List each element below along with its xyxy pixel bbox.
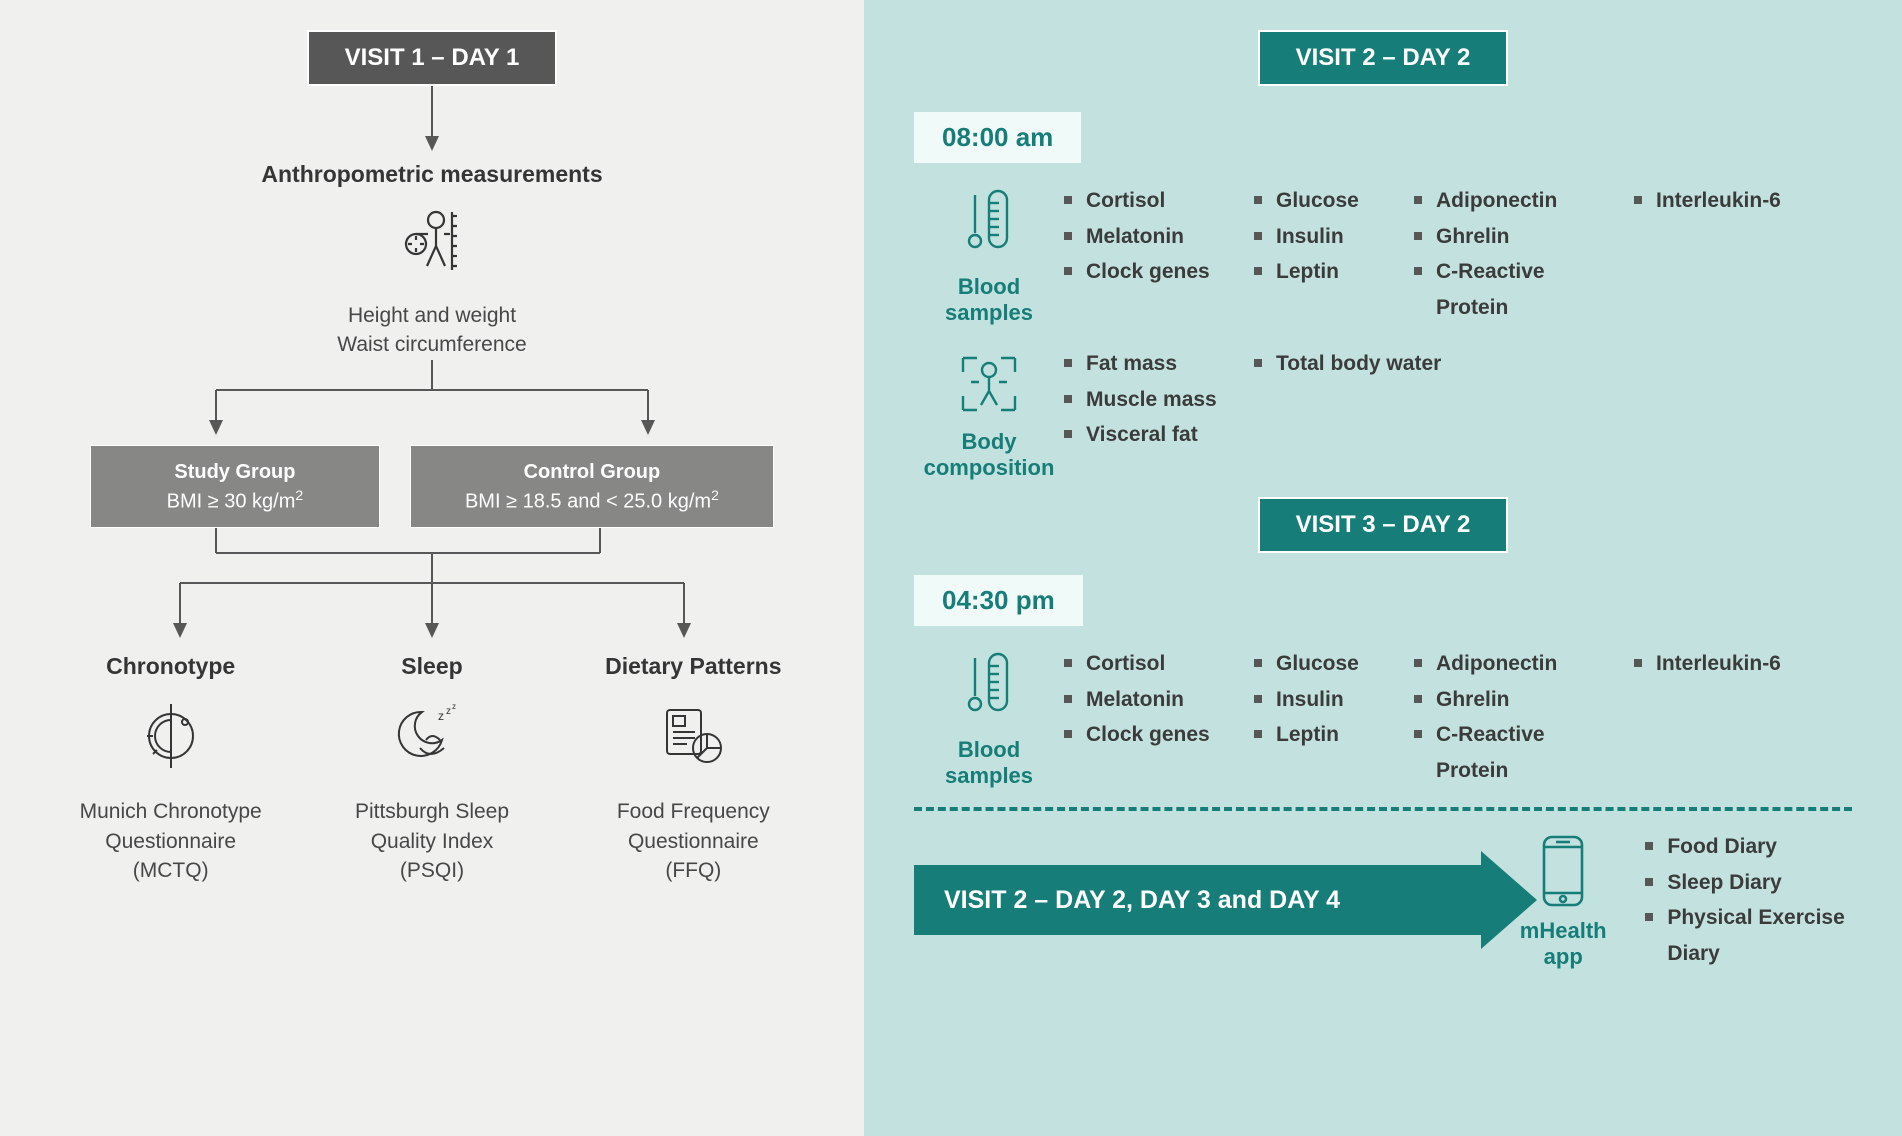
li: Interleukin-6	[1634, 183, 1834, 219]
blood-label-am: Blood samples	[914, 274, 1064, 326]
li: Glucose	[1254, 646, 1414, 682]
cat-chronotype: Chronotype Munich Chronotype Questionnai…	[40, 653, 301, 885]
li: Ghrelin	[1414, 682, 1634, 718]
cat2-l1: Pittsburgh Sleep	[301, 797, 562, 826]
visit1-header: VISIT 1 – DAY 1	[307, 30, 558, 86]
dash-divider	[914, 807, 1852, 811]
cat3-title: Dietary Patterns	[563, 653, 824, 680]
cat1-l3: (MCTQ)	[40, 856, 301, 885]
anthro-title: Anthropometric measurements	[40, 161, 824, 188]
blood-am-col2: Glucose Insulin Leptin	[1254, 183, 1414, 290]
visit2-header: VISIT 2 – DAY 2	[1258, 30, 1509, 86]
blood-pm-col1: Cortisol Melatonin Clock genes	[1064, 646, 1254, 753]
anthro-line1: Height and weight	[40, 301, 824, 330]
phone-icon	[1536, 831, 1590, 911]
li: Adiponectin	[1414, 646, 1634, 682]
categories-row: Chronotype Munich Chronotype Questionnai…	[40, 653, 824, 885]
cat3-l3: (FFQ)	[563, 856, 824, 885]
svg-text:z: z	[446, 706, 451, 717]
control-group-sub: BMI ≥ 18.5 and < 25.0 kg/m2	[431, 486, 753, 516]
bottom-row: VISIT 2 – DAY 2, DAY 3 and DAY 4 mHealth…	[914, 829, 1852, 972]
blood-pm-col3: Adiponectin Ghrelin C-ReactiveProtein	[1414, 646, 1634, 789]
blood-label-pm: Blood samples	[914, 737, 1064, 789]
arrow-merge-split3	[40, 528, 824, 648]
li: Insulin	[1254, 682, 1414, 718]
svg-text:z: z	[452, 702, 456, 711]
li: Visceral fat	[1064, 417, 1254, 453]
control-group-box: Control Group BMI ≥ 18.5 and < 25.0 kg/m…	[410, 445, 774, 529]
li: Cortisol	[1064, 646, 1254, 682]
study-group-box: Study Group BMI ≥ 30 kg/m2	[90, 445, 380, 529]
body-comp-row: Body composition Fat mass Muscle mass Vi…	[914, 346, 1852, 481]
cat3-l1: Food Frequency	[563, 797, 824, 826]
li: Sleep Diary	[1645, 865, 1852, 901]
li: Ghrelin	[1414, 219, 1634, 255]
blood-am-col4: Interleukin-6	[1634, 183, 1834, 219]
visit1-header-wrap: VISIT 1 – DAY 1	[40, 30, 824, 86]
sleep-icon: z z z	[301, 700, 562, 777]
left-panel: VISIT 1 – DAY 1 Anthropometric measureme…	[0, 0, 864, 1136]
li: Adiponectin	[1414, 183, 1634, 219]
blood-icon-am: Blood samples	[914, 183, 1064, 326]
body-comp-icon: Body composition	[914, 346, 1064, 481]
li: C-ReactiveProtein	[1414, 717, 1634, 788]
time-pm: 04:30 pm	[914, 575, 1083, 626]
anthro-icon	[40, 204, 824, 285]
cat-dietary: Dietary Patterns Food Frequency Question…	[563, 653, 824, 885]
control-group-title: Control Group	[431, 458, 753, 486]
blood-am-row: Blood samples Cortisol Melatonin Clock g…	[914, 183, 1852, 326]
chronotype-icon	[40, 700, 301, 777]
li: Clock genes	[1064, 254, 1254, 290]
blood-pm-row: Blood samples Cortisol Melatonin Clock g…	[914, 646, 1852, 789]
cat2-title: Sleep	[301, 653, 562, 680]
li: Clock genes	[1064, 717, 1254, 753]
li: Fat mass	[1064, 346, 1254, 382]
li: Interleukin-6	[1634, 646, 1834, 682]
study-group-sub: BMI ≥ 30 kg/m2	[111, 486, 359, 516]
blood-icon-pm: Blood samples	[914, 646, 1064, 789]
li: Melatonin	[1064, 219, 1254, 255]
blood-pm-col2: Glucose Insulin Leptin	[1254, 646, 1414, 753]
body-col2: Total body water	[1254, 346, 1514, 382]
cat3-l2: Questionnaire	[563, 827, 824, 856]
cat1-title: Chronotype	[40, 653, 301, 680]
li: Leptin	[1254, 717, 1414, 753]
li: Food Diary	[1645, 829, 1852, 865]
li: Melatonin	[1064, 682, 1254, 718]
arrow-banner: VISIT 2 – DAY 2, DAY 3 and DAY 4	[914, 865, 1481, 935]
cat1-l2: Questionnaire	[40, 827, 301, 856]
blood-am-col3: Adiponectin Ghrelin C-ReactiveProtein	[1414, 183, 1634, 326]
blood-pm-col4: Interleukin-6	[1634, 646, 1834, 682]
diary-list: Food Diary Sleep Diary Physical Exercise…	[1645, 829, 1852, 972]
cat1-l1: Munich Chronotype	[40, 797, 301, 826]
li: Cortisol	[1064, 183, 1254, 219]
cat-sleep: Sleep z z z Pittsburgh Sleep Quality Ind…	[301, 653, 562, 885]
cat2-l2: Quality Index	[301, 827, 562, 856]
li: Total body water	[1254, 346, 1514, 382]
dietary-icon	[563, 700, 824, 777]
groups-row: Study Group BMI ≥ 30 kg/m2 Control Group…	[40, 445, 824, 529]
cat2-l3: (PSQI)	[301, 856, 562, 885]
svg-text:z: z	[438, 709, 444, 723]
visit3-header: VISIT 3 – DAY 2	[1258, 497, 1509, 553]
li: Glucose	[1254, 183, 1414, 219]
visit2-header-wrap: VISIT 2 – DAY 2	[914, 30, 1852, 86]
anthro-line2: Waist circumference	[40, 330, 824, 359]
time-pm-wrap: 04:30 pm	[914, 575, 1852, 626]
study-group-title: Study Group	[111, 458, 359, 486]
li: Muscle mass	[1064, 382, 1254, 418]
right-panel: VISIT 2 – DAY 2 08:00 am Blood samples C…	[864, 0, 1902, 1136]
time-am: 08:00 am	[914, 112, 1081, 163]
visit3-header-wrap: VISIT 3 – DAY 2	[914, 497, 1852, 553]
blood-am-col1: Cortisol Melatonin Clock genes	[1064, 183, 1254, 290]
body-col1: Fat mass Muscle mass Visceral fat	[1064, 346, 1254, 453]
li: Physical Exercise Diary	[1645, 900, 1852, 971]
li: C-ReactiveProtein	[1414, 254, 1634, 325]
li: Insulin	[1254, 219, 1414, 255]
li: Leptin	[1254, 254, 1414, 290]
arrow-split-groups	[40, 360, 824, 440]
body-label: Body composition	[914, 429, 1064, 481]
arrow-v1-anthro	[40, 86, 824, 156]
time-am-wrap: 08:00 am	[914, 112, 1852, 163]
